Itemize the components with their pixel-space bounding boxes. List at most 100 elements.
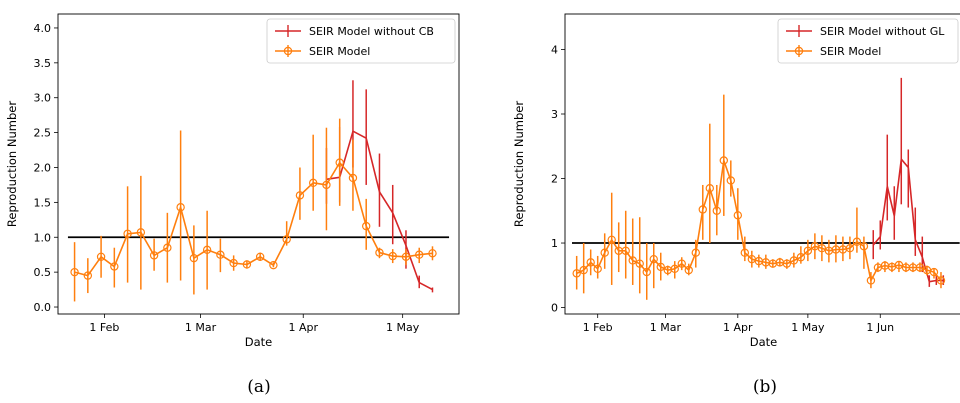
y-tick-label: 3.5 xyxy=(34,57,52,70)
data-point xyxy=(428,249,437,258)
data-point xyxy=(726,176,736,185)
x-axis-label: Date xyxy=(245,335,273,349)
y-tick-label: 3.0 xyxy=(34,92,52,105)
x-tick-label: 1 Apr xyxy=(723,321,753,334)
data-point xyxy=(915,263,925,272)
data-point xyxy=(242,260,252,269)
panel-caption: (b) xyxy=(753,377,777,397)
plot-frame xyxy=(564,13,960,315)
data-point xyxy=(96,252,106,261)
data-point xyxy=(621,246,630,255)
data-point xyxy=(136,228,146,237)
data-point xyxy=(866,276,876,285)
x-tick-label: 1 Feb xyxy=(89,321,119,334)
series-1 xyxy=(872,77,945,287)
data-point xyxy=(348,173,358,183)
data-point xyxy=(123,229,132,238)
y-axis-label: Reproduction Number xyxy=(512,101,526,227)
y-tick-label: 4 xyxy=(551,43,558,56)
x-tick-label: 1 May xyxy=(791,321,825,334)
y-tick-label: 1.0 xyxy=(34,231,52,244)
data-point xyxy=(335,158,344,167)
data-point xyxy=(677,259,686,268)
legend-marker xyxy=(283,46,293,56)
panel-caption: (a) xyxy=(247,377,270,397)
data-point xyxy=(684,265,693,275)
legend-label: SEIR Model without GL xyxy=(820,25,945,38)
y-tick-label: 4.0 xyxy=(34,22,52,35)
data-point xyxy=(176,203,185,212)
data-point xyxy=(845,243,855,253)
y-tick-label: 2.0 xyxy=(34,161,52,174)
data-point xyxy=(600,248,609,257)
data-point xyxy=(740,248,750,257)
x-tick-label: 1 Mar xyxy=(185,321,217,334)
data-point xyxy=(789,256,799,265)
y-tick-label: 0.0 xyxy=(34,301,52,314)
chart-panel-2: 0 1 2 3 4 1 Feb 1 Mar 1 Apr 1 May 1 Jun SEIR Model… xyxy=(512,13,960,397)
data-point xyxy=(282,235,291,244)
data-point xyxy=(202,245,212,255)
data-point xyxy=(691,248,700,257)
data-point xyxy=(83,271,93,280)
legend: SEIR Model without CB SEIR Model xyxy=(266,18,456,64)
legend-box xyxy=(266,18,456,64)
data-point xyxy=(229,258,238,268)
y-tick-label: 2 xyxy=(551,173,558,186)
data-point xyxy=(719,156,729,165)
data-point xyxy=(782,259,792,268)
legend-label: SEIR Model xyxy=(309,45,370,58)
data-point xyxy=(733,211,743,220)
data-point xyxy=(670,264,679,274)
x-tick-label: 1 May xyxy=(386,321,420,334)
series-line xyxy=(74,161,433,277)
data-point xyxy=(712,206,721,215)
data-point xyxy=(628,256,637,265)
data-point xyxy=(163,243,172,252)
x-tick-label: 1 Mar xyxy=(650,321,682,334)
y-tick-label: 1 xyxy=(551,237,558,250)
chart-panel-1: 0.0 0.5 1.0 1.5 2.0 2.5 3.0 3.5 4.0 1 Feb 1 Mar 1 A… xyxy=(5,13,460,397)
data-point xyxy=(308,178,318,188)
data-point xyxy=(852,237,862,246)
data-point xyxy=(401,252,411,261)
data-point xyxy=(388,251,397,261)
x-tick-label: 1 Apr xyxy=(288,321,318,334)
y-tick-label: 0.5 xyxy=(34,266,52,279)
data-point xyxy=(362,221,371,231)
data-point xyxy=(607,235,616,245)
series-1 xyxy=(325,80,434,293)
data-point xyxy=(586,258,595,267)
data-point xyxy=(649,254,658,264)
data-point xyxy=(269,260,278,270)
data-point xyxy=(698,205,707,214)
y-tick-label: 2.5 xyxy=(34,127,52,140)
legend-box xyxy=(777,18,959,64)
series-line xyxy=(576,159,942,282)
legend-marker xyxy=(794,46,804,56)
y-tick-label: 3 xyxy=(551,108,558,121)
data-point xyxy=(803,246,813,255)
data-point xyxy=(375,248,384,257)
data-point xyxy=(705,183,714,193)
data-point xyxy=(859,242,869,251)
data-point xyxy=(70,267,79,277)
data-point xyxy=(149,251,159,260)
y-tick-label: 1.5 xyxy=(34,196,52,209)
series-line xyxy=(872,158,944,283)
series-2 xyxy=(70,118,437,302)
data-point xyxy=(593,264,602,274)
data-point xyxy=(656,262,665,272)
data-point xyxy=(110,262,119,271)
legend-label: SEIR Model xyxy=(820,45,881,58)
plot-frame xyxy=(57,13,460,315)
y-tick-label: 0 xyxy=(551,302,558,315)
data-point xyxy=(894,260,904,270)
data-point xyxy=(635,259,644,268)
data-point xyxy=(255,252,265,261)
data-point xyxy=(415,250,424,259)
data-point xyxy=(929,267,939,277)
data-point xyxy=(189,253,199,263)
data-point xyxy=(817,243,827,253)
